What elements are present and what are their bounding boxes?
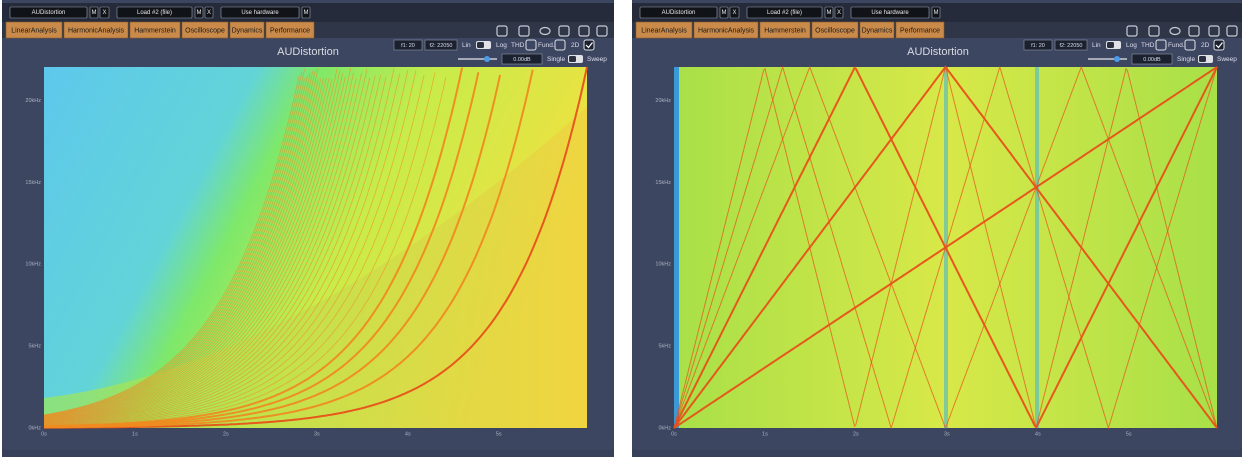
toggle-knob (569, 56, 576, 62)
window-title: AUDistortion (907, 46, 969, 58)
tab-label: HarmonicAnalysis (698, 27, 755, 34)
window-title: AUDistortion (277, 46, 339, 58)
field-label: f2: 22050 (430, 43, 453, 49)
x-axis-label: 4s (405, 431, 411, 437)
toolbar-label: M (304, 10, 309, 16)
toolbar-label: AUDistortion (662, 10, 696, 16)
field-label: f1: 20 (401, 43, 415, 49)
control-label: Log (496, 42, 507, 49)
x-axis-label: 1s (132, 431, 138, 437)
y-axis-label: 0kHz (658, 425, 671, 431)
x-axis-label: 2s (223, 431, 229, 437)
y-axis-label: 15kHz (655, 180, 671, 186)
tab-label: Dynamics (862, 27, 893, 34)
y-axis-label: 10kHz (655, 262, 671, 268)
x-axis-label: 5s (1126, 431, 1132, 437)
toolbar-label: X (102, 10, 106, 16)
toolbar-label: M (92, 10, 97, 16)
checkbox[interactable] (584, 40, 594, 50)
toolbar-label: Use hardware (241, 10, 279, 16)
tab-label: Performance (270, 27, 310, 34)
field-label: 0.00dB (513, 57, 531, 63)
y-axis-label: 5kHz (658, 344, 671, 350)
field-label: 0.00dB (1143, 57, 1161, 63)
x-axis-label: 0s (41, 431, 47, 437)
y-axis-label: 10kHz (25, 262, 41, 268)
tab-label: Oscilloscope (815, 27, 855, 34)
slider-knob[interactable] (1114, 56, 1120, 62)
control-label: Fund. (538, 42, 555, 49)
control-label: Lin (1092, 42, 1101, 49)
control-label: Single (1177, 56, 1195, 63)
x-axis-label: 5s (496, 431, 502, 437)
toggle-knob (1199, 56, 1206, 62)
toolbar-label: M (722, 10, 727, 16)
tab-label: Performance (900, 27, 940, 34)
x-axis-label: 3s (944, 431, 950, 437)
tab-label: HarmonicAnalysis (68, 27, 125, 34)
toggle-knob (1107, 42, 1114, 48)
x-axis-label: 4s (1035, 431, 1041, 437)
control-label: THD (1141, 42, 1155, 49)
y-axis-label: 5kHz (28, 344, 41, 350)
toolbar-label: X (207, 10, 211, 16)
toolbar-label: X (732, 10, 736, 16)
tab-label: Hammerstein (134, 27, 176, 34)
control-label: Log (1126, 42, 1137, 49)
y-axis-label: 0kHz (28, 425, 41, 431)
y-axis-label: 20kHz (25, 98, 41, 104)
toggle-knob (477, 42, 484, 48)
field-label: f2: 22050 (1060, 43, 1083, 49)
spectrogram-edge (674, 67, 679, 428)
control-label: THD (511, 42, 525, 49)
y-axis-label: 15kHz (25, 180, 41, 186)
field-label: f1: 20 (1031, 43, 1045, 49)
toolbar-label: X (837, 10, 841, 16)
slider-knob[interactable] (484, 56, 490, 62)
control-label: 2D (571, 42, 580, 49)
tab-label: Hammerstein (764, 27, 806, 34)
plugin-window: AUDistortionMXLoad #2 (file)MXUse hardwa… (632, 0, 1242, 457)
toolbar-label: M (827, 10, 832, 16)
control-label: Sweep (587, 56, 607, 63)
x-axis-label: 1s (762, 431, 768, 437)
screenshot: AUDistortionMXLoad #2 (file)MXUse hardwa… (0, 0, 1242, 457)
toolbar-label: M (197, 10, 202, 16)
x-axis-label: 0s (671, 431, 677, 437)
tab-label: LinearAnalysis (11, 27, 57, 34)
toolbar-label: Load #2 (file) (137, 10, 172, 16)
control-label: Sweep (1217, 56, 1237, 63)
checkbox[interactable] (1214, 40, 1224, 50)
toolbar-label: Load #2 (file) (767, 10, 802, 16)
x-axis-label: 3s (314, 431, 320, 437)
tab-label: Oscilloscope (185, 27, 225, 34)
control-label: Lin (462, 42, 471, 49)
tab-label: Dynamics (232, 27, 263, 34)
control-label: Single (547, 56, 565, 63)
control-label: 2D (1201, 42, 1210, 49)
toolbar-label: AUDistortion (32, 10, 66, 16)
toolbar-label: Use hardware (871, 10, 909, 16)
tab-label: LinearAnalysis (641, 27, 687, 34)
plugin-window: AUDistortionMXLoad #2 (file)MXUse hardwa… (2, 0, 614, 457)
notch (1035, 67, 1039, 428)
x-axis-label: 2s (853, 431, 859, 437)
y-axis-label: 20kHz (655, 98, 671, 104)
control-label: Fund. (1168, 42, 1185, 49)
toolbar-label: M (934, 10, 939, 16)
